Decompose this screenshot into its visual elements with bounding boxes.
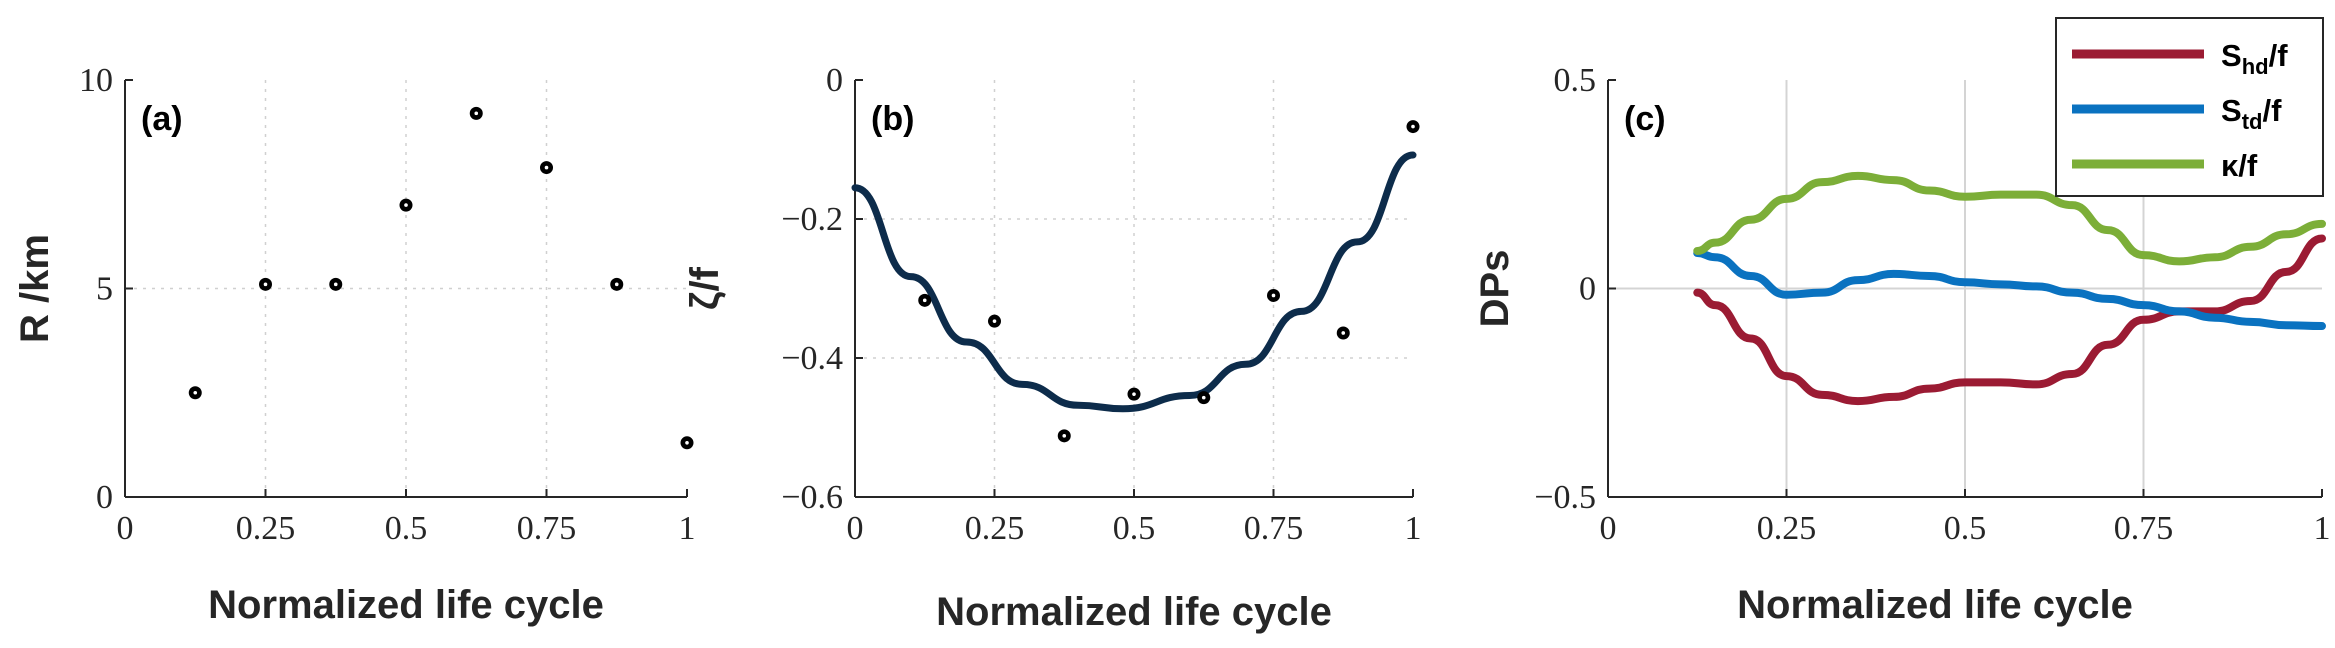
panel-label: (c) [1624,100,1666,138]
x-tick-label: 0 [117,510,134,547]
series-line-3 [1693,171,2326,266]
data-point-center [614,282,619,287]
grid [125,80,687,497]
data-point-center [404,203,408,207]
data-point-center [1411,124,1415,129]
data-point-center [544,165,549,170]
x-tick-label: 1 [2314,510,2331,547]
legend-label: Shd/f [2221,38,2288,79]
data-points [188,106,694,450]
legend-label: Std/f [2221,93,2282,134]
y-tick-label: 0 [826,62,843,99]
y-tick-label: 0 [1579,271,1596,308]
data-point-center [263,282,268,287]
data-point-center [193,390,198,395]
x-tick-label: 0 [1600,510,1617,547]
x-tick-label: 0.75 [1244,510,1304,547]
x-tick-label: 0.75 [2114,510,2174,547]
data-point-center [685,440,689,445]
data-points [918,120,1420,443]
x-tick-label: 1 [679,510,696,547]
y-tick-label: 10 [79,62,113,99]
y-axis-label: ζ/f [683,266,727,310]
y-tick-label: −0.6 [781,479,843,516]
x-tick-label: 0 [847,510,864,547]
x-axis-label: Normalized life cycle [936,590,1332,634]
x-tick-label: 0.75 [517,510,577,547]
y-axis-label: DPs [1473,250,1517,328]
x-tick-label: 1 [1405,510,1422,547]
data-point-center [1062,434,1067,438]
x-tick-label: 0.5 [385,510,428,547]
x-tick-label: 0.25 [1757,510,1817,547]
y-tick-label: 0 [96,479,113,516]
x-axis-label: Normalized life cycle [208,583,604,627]
y-tick-label: −0.4 [781,340,843,377]
x-tick-label: 0.25 [236,510,296,547]
y-axis-label: R /km [13,234,57,343]
x-axis-label: Normalized life cycle [1737,583,2133,627]
legend: Shd/f Std/f κ/f [2055,17,2324,197]
x-tick-label: 0.5 [1944,510,1987,547]
y-tick-label: 5 [96,271,113,308]
y-tick-label: −0.2 [781,201,843,238]
data-point-center [1341,331,1346,335]
panel-label: (a) [141,100,183,138]
y-tick-label: −0.5 [1534,479,1596,516]
series-line-1 [1693,234,2326,406]
data-point-center [1201,395,1206,400]
data-point-center [992,319,997,323]
grid [855,80,1413,497]
x-tick-label: 0.5 [1113,510,1156,547]
data-point-center [333,282,338,287]
data-point-center [922,298,927,303]
data-point-center [474,111,479,116]
panel-label: (b) [871,100,914,138]
x-tick-label: 0.25 [965,510,1025,547]
legend-label: κ/f [2221,148,2258,183]
series-line-2 [1693,249,2326,331]
data-point-center [1132,392,1136,396]
fit-curve [851,151,1417,413]
panel-b: 0 0.25 0.5 0.75 1 −0.6 −0.4 −0.2 0 Normalized lif… [683,62,1422,634]
y-tick-label: 0.5 [1554,62,1597,99]
data-point-center [1271,293,1276,298]
